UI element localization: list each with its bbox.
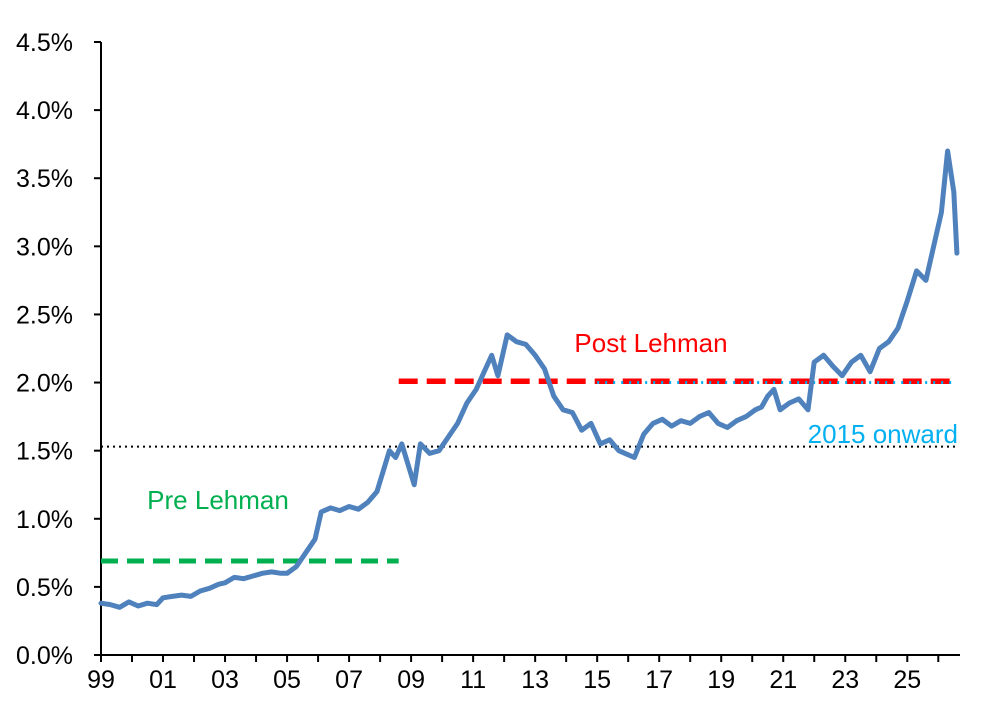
x-tick-label: 11 (460, 666, 486, 694)
x-tick-label: 23 (831, 666, 859, 694)
series-group (98, 148, 960, 610)
y-tick-label: 2.0% (16, 370, 73, 398)
x-tick-label: 15 (583, 666, 611, 694)
pre-lehman-label: Pre Lehman (147, 485, 289, 515)
x-tick-label: 17 (645, 666, 673, 694)
y-tick-label: 2.5% (16, 301, 73, 329)
since-2015-label: 2015 onward (808, 419, 958, 449)
y-tick-label: 0.0% (16, 642, 73, 670)
y-tick-label: 1.5% (16, 438, 73, 466)
x-tick-label: 19 (707, 666, 735, 694)
y-tick-label: 1.0% (16, 506, 73, 534)
x-tick-label: 13 (521, 666, 549, 694)
x-axis: 99 01 03 05 07 09 11 13 15 17 19 21 23 25 (87, 654, 960, 694)
y-tick-label: 4.0% (16, 97, 73, 125)
y-tick-label: 0.5% (16, 574, 73, 602)
x-tick-label: 25 (893, 666, 921, 694)
y-axis: 0.0% 0.5% 1.0% 1.5% 2.0% 2.5% 3.0% 3.5% 4.0% 4.5% (16, 29, 102, 670)
x-tick-label: 09 (397, 666, 425, 694)
y-tick-label: 3.0% (16, 233, 73, 261)
x-tick-label: 05 (273, 666, 301, 694)
x-tick-label: 07 (335, 666, 363, 694)
x-tick-label: 01 (149, 666, 177, 694)
y-tick-label: 3.5% (16, 165, 73, 193)
series-line (98, 148, 960, 610)
annotations: Pre Lehman Post Lehman 2015 onward (147, 328, 958, 515)
x-tick-label: 99 (87, 666, 115, 694)
x-tick-label: 21 (769, 666, 797, 694)
post-lehman-label: Post Lehman (574, 328, 727, 358)
x-tick-label: 03 (211, 666, 239, 694)
y-tick-label: 4.5% (16, 29, 73, 57)
reference-lines (101, 378, 957, 564)
